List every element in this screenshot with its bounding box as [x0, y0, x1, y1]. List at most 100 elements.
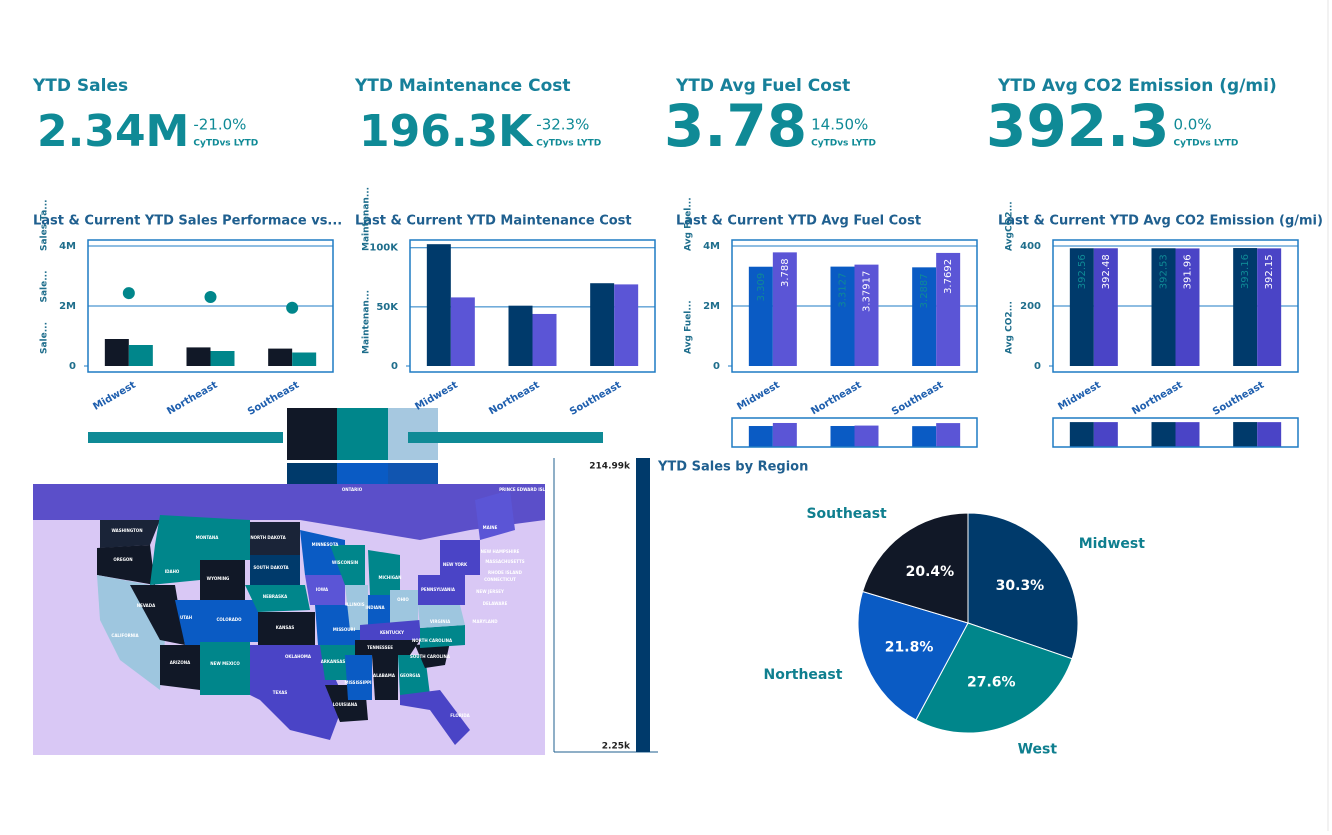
region [245, 585, 310, 612]
chart-title: Last & Current YTD Avg Fuel Cost [676, 214, 921, 229]
kpi-title: YTD Sales [32, 76, 128, 96]
y-axis-label: AvgCO2... [1005, 201, 1015, 251]
map-label: TEXAS [273, 690, 288, 695]
target-dot [122, 287, 135, 300]
map-label: ILLINOIS [345, 602, 364, 607]
pie-value-label: 20.4% [906, 564, 955, 580]
data-label: 393.16 [1240, 254, 1251, 289]
bar [426, 244, 451, 366]
navigator-bar [1257, 422, 1282, 447]
bar [936, 252, 961, 366]
map-label: NEW HAMPSHIRE [481, 549, 520, 554]
pie-category-label: Midwest [1079, 536, 1146, 552]
map-label: MISSOURI [333, 627, 356, 632]
region [330, 545, 365, 585]
pie-value-label: 30.3% [996, 578, 1045, 594]
region [400, 690, 470, 745]
region [205, 600, 258, 642]
map-label: MICHIGAN [379, 575, 402, 580]
map-label: RHODE ISLAND [488, 570, 523, 575]
region [305, 575, 345, 605]
kpi-value: 3.78 [664, 92, 807, 160]
swatch[interactable] [287, 463, 337, 485]
y-tick-label: 0 [713, 361, 720, 372]
map-label: WASHINGTON [111, 528, 142, 533]
swatch[interactable] [337, 408, 388, 460]
bar [450, 297, 475, 366]
data-label: 392.56 [1077, 254, 1088, 289]
map-label: KANSAS [276, 625, 295, 630]
map-labels: WASHINGTON OREGON IDAHO MONTANA WYOMING NEVAD… [111, 487, 555, 718]
bar [772, 252, 797, 366]
bar [748, 266, 773, 366]
map-label: MONTANA [196, 535, 220, 540]
map-label: WISCONSIN [332, 560, 358, 565]
slider-track[interactable] [408, 432, 603, 443]
region [250, 555, 300, 585]
y-tick-label: 0 [391, 361, 398, 372]
region [160, 645, 200, 690]
map-label: ARIZONA [170, 660, 191, 665]
map-label: NEBRASKA [263, 594, 288, 599]
kpi-change: -32.3% [536, 116, 589, 134]
bar [292, 352, 317, 366]
data-label: 392.53 [1159, 254, 1170, 289]
region [300, 530, 345, 575]
bar [614, 284, 639, 366]
map-label: MISSISSIPPI [345, 680, 372, 685]
pie-slice [857, 590, 969, 721]
navigator-bar [1175, 422, 1200, 447]
chart-title: Last & Current YTD Avg CO2 Emission (g/m… [998, 214, 1323, 229]
map-label: NEVADA [137, 603, 156, 608]
slider-track[interactable] [88, 432, 283, 443]
y-tick-label: 2M [59, 301, 76, 312]
region [368, 595, 390, 625]
pie-category-label: West [1018, 742, 1058, 758]
region [130, 585, 185, 645]
chart-title: YTD Sales by Region [657, 460, 808, 475]
pie-value-label: 27.6% [967, 674, 1016, 690]
y-tick-label: 50K [376, 302, 399, 313]
region [100, 520, 160, 548]
map-label: CONNECTICUT [484, 577, 516, 582]
data-label: 3.309 [756, 273, 767, 302]
kpi-title: YTD Avg CO2 Emission (g/mi) [997, 76, 1277, 96]
kpi-note: CyTDvs LYTD [536, 139, 601, 149]
target-dot [286, 301, 299, 314]
data-label: 3.2887 [919, 273, 930, 308]
bar [508, 305, 533, 366]
map-label: MARYLAND [472, 619, 498, 624]
chart-title: Last & Current YTD Maintenance Cost [355, 214, 632, 229]
region [390, 590, 418, 625]
map-label: NORTH DAKOTA [250, 535, 286, 540]
data-label: 3.37917 [862, 271, 873, 312]
legend-min: 2.25k [602, 742, 631, 752]
y-axis-label: Avg Fuel... [684, 300, 694, 354]
map-label: FLORIDA [450, 713, 470, 718]
region [175, 600, 205, 645]
plot-frame [409, 239, 656, 373]
data-label: 3.3127 [838, 273, 849, 308]
bar [104, 339, 129, 366]
pie-slice [967, 512, 1079, 660]
y-tick-label: 200 [1020, 301, 1041, 312]
map-label: INDIANA [365, 605, 385, 610]
y-axis-label: Sale... [40, 322, 50, 354]
map-label: MAINE [483, 525, 498, 530]
y-axis-label: Sale... [40, 270, 50, 302]
data-label: 392.15 [1264, 254, 1275, 289]
map-label: SOUTH CAROLINA [410, 654, 451, 659]
bar [830, 266, 855, 366]
kpi-note: CyTDvs LYTD [811, 139, 876, 149]
swatch[interactable] [287, 408, 337, 460]
swatch[interactable] [388, 463, 438, 485]
data-label: 3.7692 [943, 259, 954, 294]
canada [33, 484, 545, 540]
bar [1233, 248, 1258, 366]
region [398, 655, 430, 695]
swatch[interactable] [337, 463, 388, 485]
bar [128, 345, 153, 366]
region [250, 645, 345, 740]
bar [912, 267, 937, 366]
navigator-bar [830, 425, 855, 447]
